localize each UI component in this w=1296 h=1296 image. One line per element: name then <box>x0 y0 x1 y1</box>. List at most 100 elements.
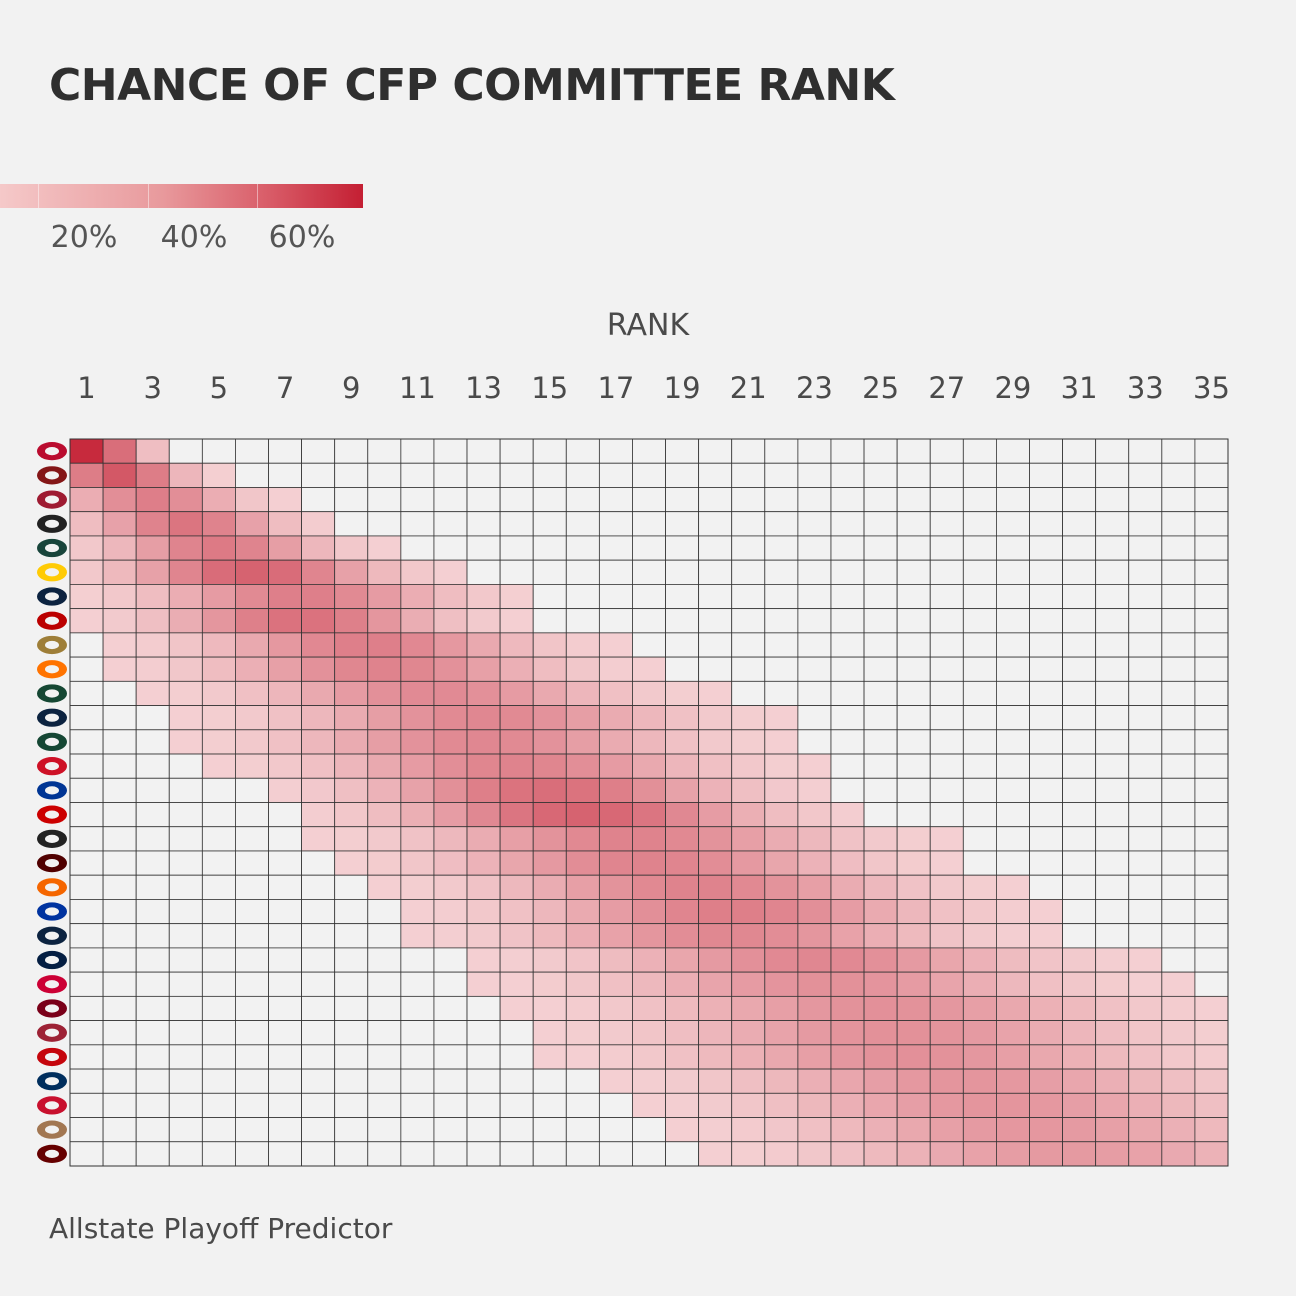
heatmap-cell <box>665 559 700 585</box>
heatmap-cell <box>102 802 137 828</box>
heatmap-cell <box>433 1020 468 1046</box>
heatmap-cell <box>235 899 269 925</box>
heatmap-cell <box>135 705 170 731</box>
heatmap-cell <box>69 656 104 682</box>
heatmap-cell <box>863 971 898 997</box>
heatmap-cell <box>466 802 501 828</box>
heatmap-cell <box>268 1020 302 1046</box>
heatmap-cell <box>367 1117 402 1143</box>
heatmap-cell <box>1194 559 1229 585</box>
x-tick-label: 33 <box>1126 371 1164 405</box>
heatmap-cell <box>896 656 931 682</box>
heatmap-cell <box>632 777 666 803</box>
heatmap-cell <box>1062 1020 1097 1046</box>
heatmap-cell <box>1161 1117 1196 1143</box>
georgia-logo-icon <box>37 442 67 461</box>
heatmap-cell <box>896 971 931 997</box>
heatmap-cell <box>565 511 600 537</box>
heatmap-cell <box>201 535 236 561</box>
heatmap-cell <box>632 1092 666 1118</box>
heatmap-cell <box>400 947 435 973</box>
heatmap-cell <box>698 511 733 537</box>
heatmap-cell <box>764 584 799 610</box>
heatmap-cell <box>863 850 898 876</box>
heatmap-cell <box>1128 535 1163 561</box>
iowa-logo-icon <box>37 829 67 848</box>
heatmap-cell <box>1161 584 1196 610</box>
heatmap-cell <box>433 826 468 852</box>
heatmap-cell <box>235 462 269 488</box>
heatmap-cell <box>532 995 567 1021</box>
heatmap-cell <box>632 971 666 997</box>
heatmap-cell <box>367 462 402 488</box>
heatmap-cell <box>135 1141 170 1167</box>
heatmap-cell <box>1029 1044 1063 1070</box>
x-tick-label: 27 <box>928 371 966 405</box>
heatmap-cell <box>69 971 104 997</box>
heatmap-cell <box>268 1092 302 1118</box>
heatmap-cell <box>201 656 236 682</box>
heatmap-cell <box>764 923 799 949</box>
heatmap-cell <box>797 680 832 706</box>
heatmap-cell <box>565 487 600 513</box>
heatmap-cell <box>268 584 302 610</box>
heatmap-cell <box>1161 947 1196 973</box>
heatmap-cell <box>301 899 336 925</box>
heatmap-cell <box>1194 462 1229 488</box>
heatmap-cell <box>731 608 766 634</box>
heatmap-cell <box>400 584 435 610</box>
heatmap-cell <box>996 1141 1030 1167</box>
heatmap-cell <box>400 802 435 828</box>
iowa-state-logo-icon <box>37 1096 67 1115</box>
heatmap-cell <box>665 995 700 1021</box>
heatmap-cell <box>830 729 865 755</box>
heatmap-cell <box>863 899 898 925</box>
heatmap-cell <box>698 584 733 610</box>
heatmap-cell <box>1161 874 1196 900</box>
heatmap-cell <box>962 656 997 682</box>
heatmap-cell <box>201 584 236 610</box>
ohio-state-logo-icon <box>37 611 67 630</box>
heatmap-cell <box>1029 1020 1063 1046</box>
heatmap-cell <box>532 632 567 658</box>
heatmap-cell <box>830 1117 865 1143</box>
heatmap-cell <box>565 802 600 828</box>
heatmap-cell <box>334 1068 369 1094</box>
heatmap-cell <box>598 438 633 464</box>
heatmap-cell <box>532 947 567 973</box>
heatmap-cell <box>863 729 898 755</box>
heatmap-cell <box>797 995 832 1021</box>
heatmap-cell <box>962 438 997 464</box>
heatmap-cell <box>797 535 832 561</box>
heatmap-cell <box>830 1020 865 1046</box>
heatmap-cell <box>598 511 633 537</box>
heatmap-cell <box>797 1044 832 1070</box>
heatmap-cell <box>929 1020 964 1046</box>
heatmap-cell <box>1029 705 1063 731</box>
heatmap-cell <box>334 584 369 610</box>
heatmap-cell <box>135 656 170 682</box>
heatmap-cell <box>797 971 832 997</box>
heatmap-cell <box>565 971 600 997</box>
heatmap-cell <box>367 1044 402 1070</box>
heatmap-cell <box>532 1044 567 1070</box>
heatmap-cell <box>1095 608 1130 634</box>
heatmap-cell <box>334 535 369 561</box>
heatmap-cell <box>334 705 369 731</box>
heatmap-cell <box>764 729 799 755</box>
heatmap-cell <box>69 584 104 610</box>
heatmap-cell <box>565 438 600 464</box>
heatmap-cell <box>367 680 402 706</box>
heatmap-cell <box>135 608 170 634</box>
heatmap-cell <box>764 656 799 682</box>
heatmap-cell <box>665 1117 700 1143</box>
heatmap-cell <box>731 923 766 949</box>
heatmap-cell <box>201 559 236 585</box>
heatmap-cell <box>1095 511 1130 537</box>
heatmap-cell <box>632 705 666 731</box>
x-tick-label: 31 <box>1060 371 1098 405</box>
heatmap-cell <box>1128 802 1163 828</box>
heatmap-cell <box>565 753 600 779</box>
heatmap-cell <box>168 947 203 973</box>
heatmap-cell <box>532 656 567 682</box>
